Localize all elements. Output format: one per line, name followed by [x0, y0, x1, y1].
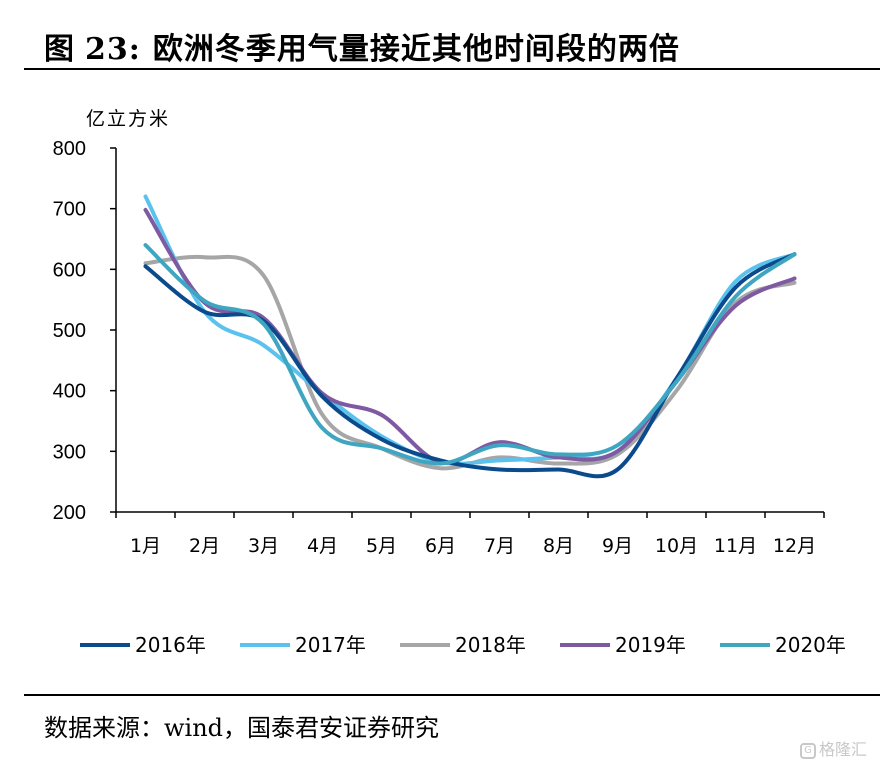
y-axis-unit-label: 亿立方米	[86, 108, 170, 130]
top-rule	[24, 68, 880, 70]
watermark-text: 格隆汇	[819, 740, 868, 759]
series-line	[143, 252, 797, 479]
x-tick-label: 5月	[366, 535, 397, 557]
x-tick-label: 1月	[130, 535, 161, 557]
legend-label: 2016年	[135, 633, 206, 657]
x-tick-label: 12月	[773, 535, 816, 557]
series-line	[143, 194, 797, 466]
x-tick-label: 7月	[484, 535, 515, 557]
x-tick-label: 3月	[248, 535, 279, 557]
x-tick-label: 10月	[655, 535, 698, 557]
y-tick-label: 800	[53, 138, 86, 160]
y-tick-label: 400	[53, 381, 86, 403]
y-tick-label: 700	[53, 199, 86, 221]
x-tick-label: 6月	[425, 535, 456, 557]
watermark-logo-icon: G	[800, 742, 816, 759]
bottom-rule	[24, 694, 880, 696]
figure-title-text: 欧洲冬季用气量接近其他时间段的两倍	[152, 32, 680, 67]
figure-title: 图 23: 欧洲冬季用气量接近其他时间段的两倍	[44, 24, 680, 68]
x-tick-label: 9月	[602, 535, 633, 557]
legend-label: 2019年	[615, 633, 686, 657]
x-tick-label: 2月	[189, 535, 220, 557]
y-tick-label: 600	[53, 259, 86, 281]
y-tick-label: 200	[53, 502, 86, 524]
legend-label: 2017年	[295, 633, 366, 657]
series-line	[143, 254, 797, 471]
y-tick-label: 300	[53, 441, 86, 463]
watermark: G 格隆汇	[800, 736, 867, 760]
y-tick-label: 500	[53, 320, 86, 342]
legend-label: 2018年	[455, 633, 526, 657]
x-tick-label: 8月	[543, 535, 574, 557]
legend-label: 2020年	[775, 633, 846, 657]
source-note: 数据来源：wind，国泰君安证券研究	[44, 714, 440, 742]
series-line	[143, 243, 797, 466]
figure-label: 图	[44, 32, 75, 67]
x-tick-label: 11月	[714, 535, 757, 557]
line-chart: 亿立方米 200 300 400 500 600 700 800 1月 2月 3月 4月 5月 6月 7月 8…	[53, 108, 846, 657]
figure-number: 23:	[85, 32, 141, 67]
x-tick-label: 4月	[307, 535, 338, 557]
